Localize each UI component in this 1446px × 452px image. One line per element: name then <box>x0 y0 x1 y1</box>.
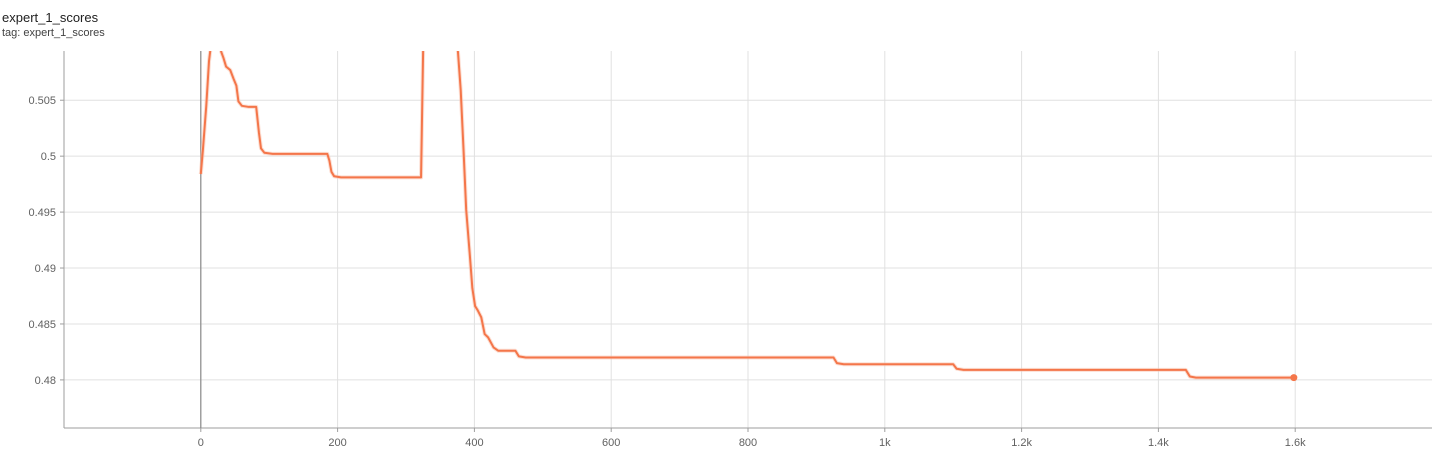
x-tick-label: 400 <box>465 437 483 449</box>
y-tick-label: 0.48 <box>35 375 56 387</box>
plot-area <box>198 51 1294 380</box>
x-tick-label: 0 <box>198 437 204 449</box>
x-tick-label: 1.4k <box>1148 437 1169 449</box>
x-tick-label: 1.2k <box>1011 437 1032 449</box>
y-tick-label: 0.49 <box>35 263 56 275</box>
y-tick-label: 0.495 <box>28 207 56 219</box>
series-smoothed-line <box>199 51 1294 379</box>
x-tick-label: 200 <box>328 437 346 449</box>
y-tick-label: 0.485 <box>28 319 56 331</box>
x-axis-ticks: 0 200 400 600 800 1k 1.2k 1.4k 1.6k <box>198 428 1306 449</box>
x-tick-label: 600 <box>602 437 620 449</box>
x-tick-label: 1k <box>879 437 891 449</box>
series-end-point[interactable] <box>1290 374 1298 382</box>
y-gridlines <box>64 99 1432 381</box>
chart-title: expert_1_scores <box>2 10 99 25</box>
chart-header: expert_1_scores tag: expert_1_scores <box>2 10 105 40</box>
series-raw-line <box>198 51 1294 380</box>
x-tick-label: 1.6k <box>1285 437 1306 449</box>
x-tick-label: 800 <box>739 437 757 449</box>
y-tick-label: 0.5 <box>41 151 56 163</box>
y-axis-ticks: 0.48 0.485 0.49 0.495 0.5 0.505 <box>28 95 64 387</box>
y-tick-label: 0.505 <box>28 95 56 107</box>
chart-tag-line: tag: expert_1_scores <box>2 27 105 39</box>
